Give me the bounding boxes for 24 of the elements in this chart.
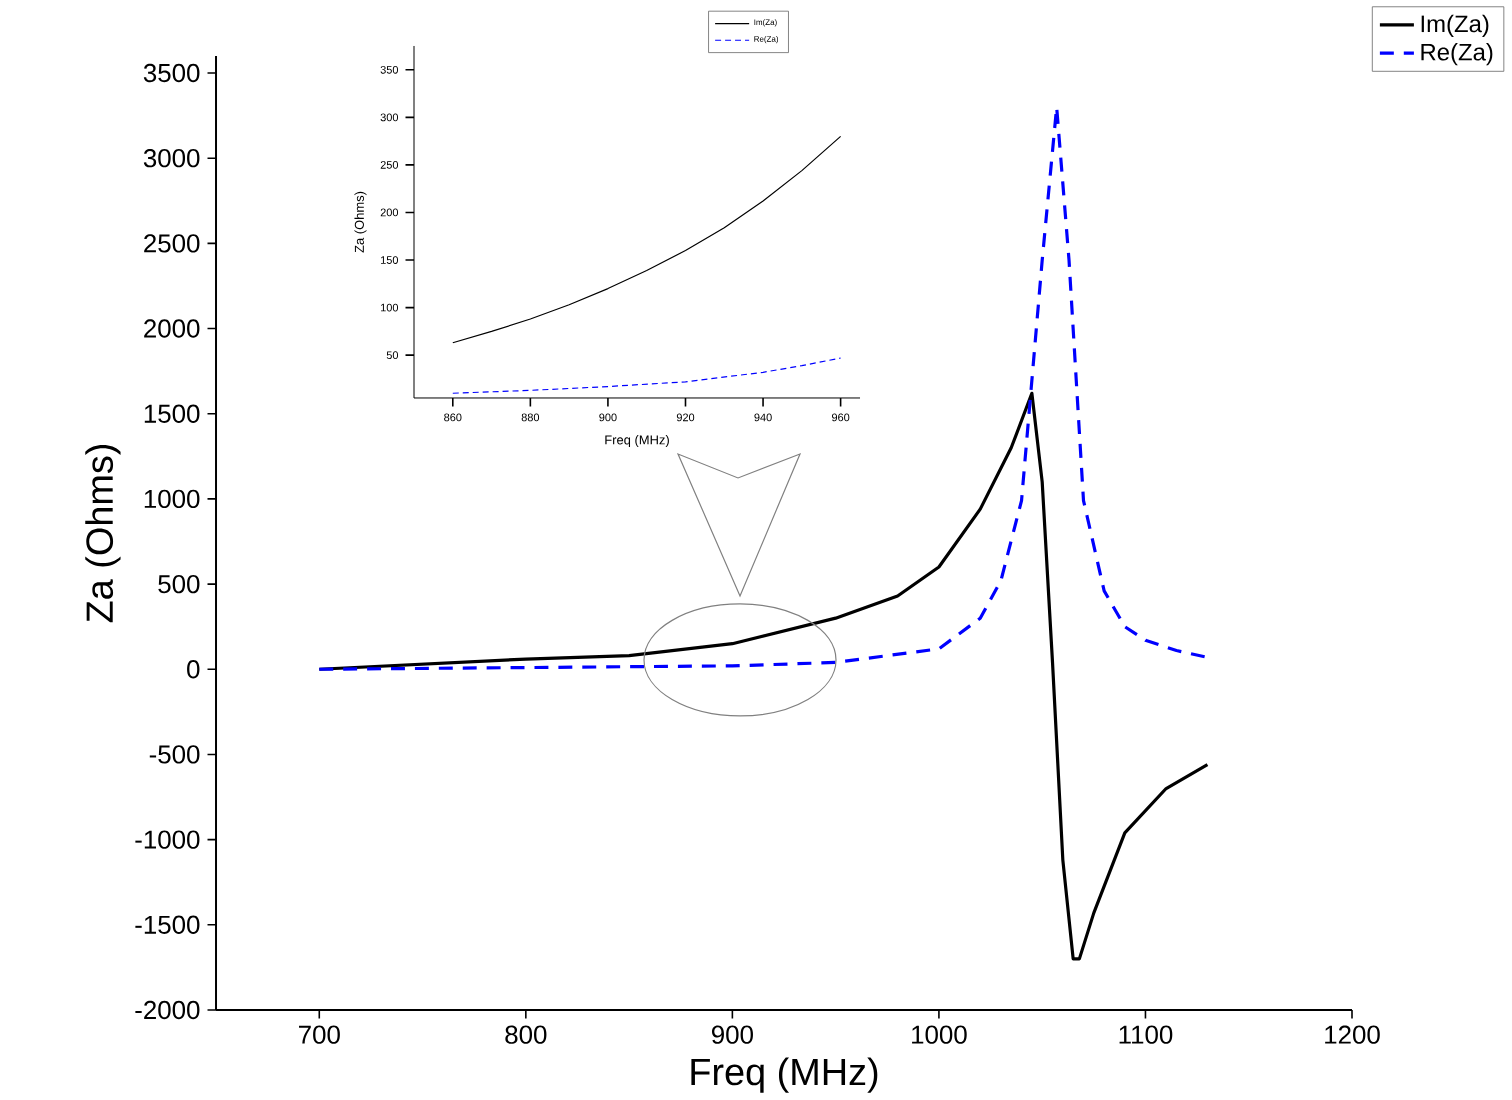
y-axis-title: Za (Ohms) (85, 444, 121, 623)
x-tick-label: 900 (711, 1025, 753, 1044)
x-tick-label: 800 (505, 1025, 547, 1044)
line-series (452, 357, 842, 394)
x-tick-label: 1100 (1119, 1025, 1173, 1044)
line-series (452, 135, 842, 344)
y-tick-label: 2500 (144, 234, 200, 253)
y-tick-label: 1000 (144, 489, 200, 509)
y-tick-label: 0 (187, 660, 200, 679)
y-tick-label: 1500 (144, 404, 200, 423)
y-tick-label: 3500 (143, 63, 200, 83)
y-tick-label: -2000 (135, 1000, 200, 1020)
x-tick-label: 1000 (912, 1025, 967, 1044)
y-tick-label: -1500 (135, 915, 200, 934)
y-tick-label: 2000 (144, 319, 200, 338)
y-tick-label: 3000 (143, 149, 200, 168)
legend-label: Re(Za) (1421, 43, 1493, 66)
x-axis-title: Freq (MHz) (691, 1057, 878, 1093)
y-tick-label: -1000 (135, 830, 200, 849)
legend-label: Im(Za) (1421, 14, 1489, 38)
x-tick-label: 1200 (1325, 1025, 1380, 1044)
y-tick-label: -500 (149, 745, 200, 764)
x-tick-label: 700 (299, 1025, 340, 1044)
y-tick-label: 500 (158, 574, 200, 594)
